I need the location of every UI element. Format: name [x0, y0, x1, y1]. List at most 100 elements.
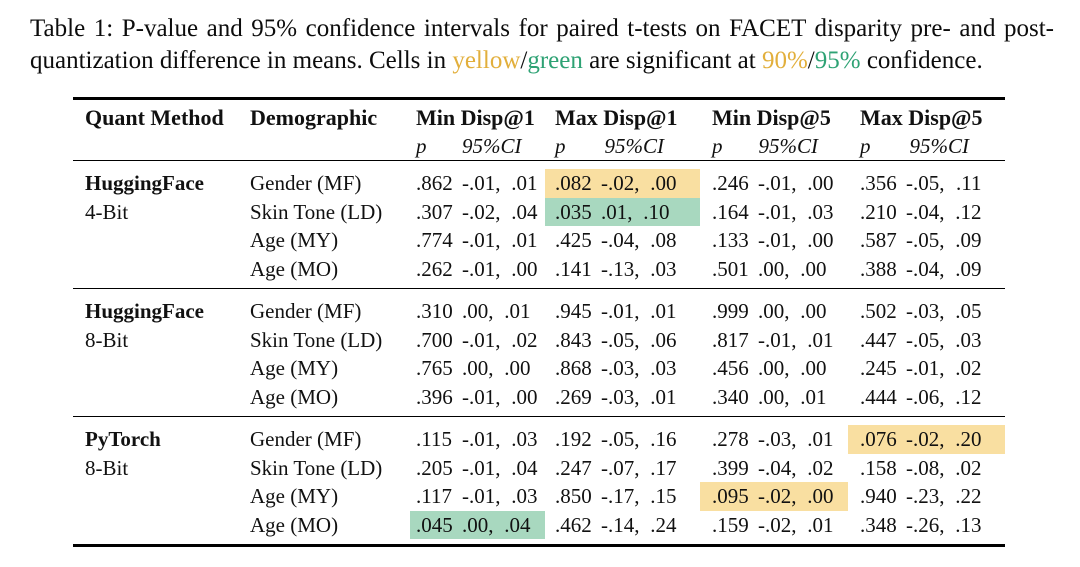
- p-value: .278: [712, 427, 749, 451]
- min-disp5-cell: .278 -.03, .01: [700, 425, 848, 454]
- p-value: .035: [555, 199, 592, 224]
- caption-95pct: 95%: [814, 47, 861, 74]
- max-disp1-cell-significant-90: .082 -.02, .00: [545, 169, 700, 198]
- confidence-interval: -.01, .02: [906, 356, 982, 380]
- p-value: .425: [555, 228, 592, 252]
- min-disp1-cell-significant-95: .045 .00, .04: [410, 510, 545, 539]
- confidence-interval: .00, .00: [462, 356, 531, 380]
- confidence-interval: -.03, .01: [758, 427, 834, 451]
- max-disp5-cell: .356 -.05, .11: [848, 169, 1005, 198]
- p-value: .269: [555, 384, 592, 409]
- ci-label: 95%CI: [909, 134, 970, 158]
- table-row: HuggingFace Gender (MF) .862 -.01, .01 .08…: [73, 169, 1005, 198]
- p-value: .141: [555, 256, 592, 281]
- subheader-min-disp1: p 95%CI: [410, 133, 545, 160]
- confidence-interval: -.08, .02: [906, 455, 982, 480]
- quant-method-cell: PyTorch: [73, 425, 245, 454]
- confidence-interval: .00, .01: [462, 299, 531, 323]
- max-disp5-cell: .348 -.26, .13: [848, 511, 1005, 540]
- confidence-interval: .00, .01: [758, 384, 827, 409]
- confidence-interval: -.01, .00: [758, 228, 834, 252]
- p-label: p: [555, 134, 566, 158]
- header-min-disp5: Min Disp@5: [712, 105, 831, 130]
- method-bits: 8-Bit: [85, 327, 129, 352]
- confidence-interval: -.02, .00: [601, 171, 677, 195]
- confidence-interval: -.01, .04: [462, 455, 538, 480]
- confidence-interval: -.06, .12: [906, 384, 982, 409]
- p-value: .462: [555, 512, 592, 537]
- caption-line1: Table 1: P-value and 95% confidence inte…: [30, 15, 1054, 42]
- max-disp1-cell: .945 -.01, .01: [545, 297, 700, 326]
- header-max-disp1: Max Disp@1: [555, 105, 678, 130]
- min-disp5-cell: .456 .00, .00: [700, 354, 848, 383]
- max-disp1-cell: .141 -.13, .03: [545, 255, 700, 284]
- group-huggingface-4bit: HuggingFace Gender (MF) .862 -.01, .01 .08…: [73, 161, 1005, 289]
- max-disp1-cell: .843 -.05, .06: [545, 326, 700, 355]
- min-disp5-cell: .817 -.01, .01: [700, 326, 848, 355]
- table-row: PyTorch Gender (MF) .115 -.01, .03 .192 -.0…: [73, 425, 1005, 454]
- confidence-interval: -.05, .03: [906, 327, 982, 352]
- ci-label: 95%CI: [462, 134, 522, 158]
- min-disp5-cell: .133 -.01, .00: [700, 226, 848, 255]
- header-min-disp1: Min Disp@1: [416, 105, 535, 130]
- header-quant-method: Quant Method: [85, 105, 224, 130]
- confidence-interval: -.04, .08: [601, 228, 677, 252]
- table-row: Age (MO) .045 .00, .04 .462 -.14, .24 .159 -.…: [73, 510, 1005, 540]
- p-value: .444: [860, 384, 897, 409]
- max-disp1-cell: .462 -.14, .24: [545, 511, 700, 540]
- table-row: Age (MY) .774 -.01, .01 .425 -.04, .08 .133-…: [73, 226, 1005, 255]
- table-row: HuggingFace Gender (MF) .310 .00, .01 .945…: [73, 297, 1005, 326]
- quant-method-cell: 8-Bit: [73, 326, 245, 355]
- p-value: .205: [416, 455, 453, 480]
- table-row: Age (MY) .117 -.01, .03 .850 -.17, .15 .095-…: [73, 482, 1005, 511]
- p-value: .115: [416, 427, 452, 451]
- p-label: p: [860, 134, 871, 158]
- p-value: .159: [712, 512, 749, 537]
- min-disp5-cell-significant-90: .095 -.02, .00: [700, 482, 848, 511]
- demographic-cell: Skin Tone (LD): [250, 327, 383, 352]
- confidence-interval: -.01, .00: [462, 256, 538, 281]
- confidence-interval: -.02, .01: [758, 512, 834, 537]
- caption-slash: /: [520, 47, 528, 74]
- demographic-cell: Gender (MF): [250, 299, 362, 323]
- demographic-cell: Age (MO): [250, 512, 339, 537]
- confidence-interval: -.01, .00: [462, 384, 538, 409]
- p-value: .447: [860, 327, 897, 352]
- max-disp1-cell: .192 -.05, .16: [545, 425, 700, 454]
- confidence-interval: .00, .04: [462, 512, 531, 537]
- confidence-interval: -.01, .03: [462, 484, 538, 508]
- max-disp5-cell: .388 -.04, .09: [848, 255, 1005, 284]
- min-disp5-cell: .246 -.01, .00: [700, 169, 848, 198]
- method-bits: 8-Bit: [85, 455, 129, 480]
- table-row: Age (MY) .765 .00, .00 .868 -.03, .03 .456 .0…: [73, 354, 1005, 383]
- p-value: .158: [860, 455, 897, 480]
- confidence-interval: -.14, .24: [601, 512, 677, 537]
- p-value: .774: [416, 228, 453, 252]
- table-row: 8-Bit Skin Tone (LD) .700 -.01, .02 .843 -.…: [73, 326, 1005, 355]
- min-disp5-cell: .340 .00, .01: [700, 383, 848, 412]
- p-value: .133: [712, 228, 749, 252]
- confidence-interval: .01, .10: [601, 199, 670, 224]
- confidence-interval: .00, .00: [758, 299, 827, 323]
- confidence-interval: -.17, .15: [601, 484, 677, 508]
- caption-yellow-word: yellow: [452, 47, 521, 74]
- min-disp5-cell: .399 -.04, .02: [700, 454, 848, 483]
- max-disp5-cell: .502 -.03, .05: [848, 297, 1005, 326]
- p-value: .262: [416, 256, 453, 281]
- p-value: .587: [860, 228, 897, 252]
- confidence-interval: -.04, .02: [758, 455, 834, 480]
- p-value: .076: [860, 427, 897, 451]
- max-disp1-cell: .868 -.03, .03: [545, 354, 700, 383]
- min-disp5-cell: .501 .00, .00: [700, 255, 848, 284]
- max-disp5-cell: .940 -.23, .22: [848, 482, 1005, 511]
- max-disp1-cell: .269 -.03, .01: [545, 383, 700, 412]
- confidence-interval: -.02, .04: [462, 199, 538, 224]
- confidence-interval: .00, .00: [758, 356, 827, 380]
- confidence-interval: -.05, .16: [601, 427, 677, 451]
- demographic-cell: Age (MO): [250, 256, 339, 281]
- max-disp5-cell: .210 -.04, .12: [848, 198, 1005, 227]
- p-value: .700: [416, 327, 453, 352]
- quant-method-cell: 4-Bit: [73, 198, 245, 227]
- method-bits: 4-Bit: [85, 199, 129, 224]
- confidence-interval: -.02, .20: [906, 427, 982, 451]
